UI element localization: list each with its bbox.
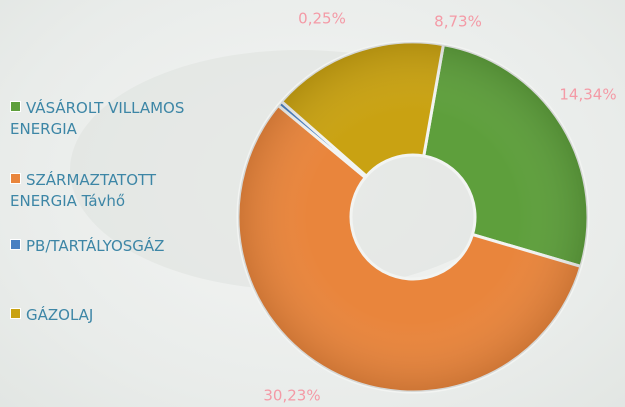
data-label: 14,34% xyxy=(559,86,616,104)
legend-label: GÁZOLAJ xyxy=(26,306,94,324)
legend-item: VÁSÁROLT VILLAMOS ENERGIA xyxy=(10,98,210,140)
data-label: 30,23% xyxy=(263,387,320,405)
data-label: 0,25% xyxy=(298,10,346,28)
legend-swatch xyxy=(10,239,21,250)
legend-swatch xyxy=(10,173,21,184)
legend-item: GÁZOLAJ xyxy=(10,305,210,326)
legend-label: VÁSÁROLT VILLAMOS ENERGIA xyxy=(10,99,185,138)
legend-swatch xyxy=(10,101,21,112)
legend-label: PB/TARTÁLYOSGÁZ xyxy=(26,237,165,255)
legend-item: SZÁRMAZTATOTT ENERGIA Távhő xyxy=(10,170,210,212)
legend-item: PB/TARTÁLYOSGÁZ xyxy=(10,236,210,257)
legend-swatch xyxy=(10,308,21,319)
data-label: 8,73% xyxy=(434,13,482,31)
legend-label: SZÁRMAZTATOTT ENERGIA Távhő xyxy=(10,171,157,210)
